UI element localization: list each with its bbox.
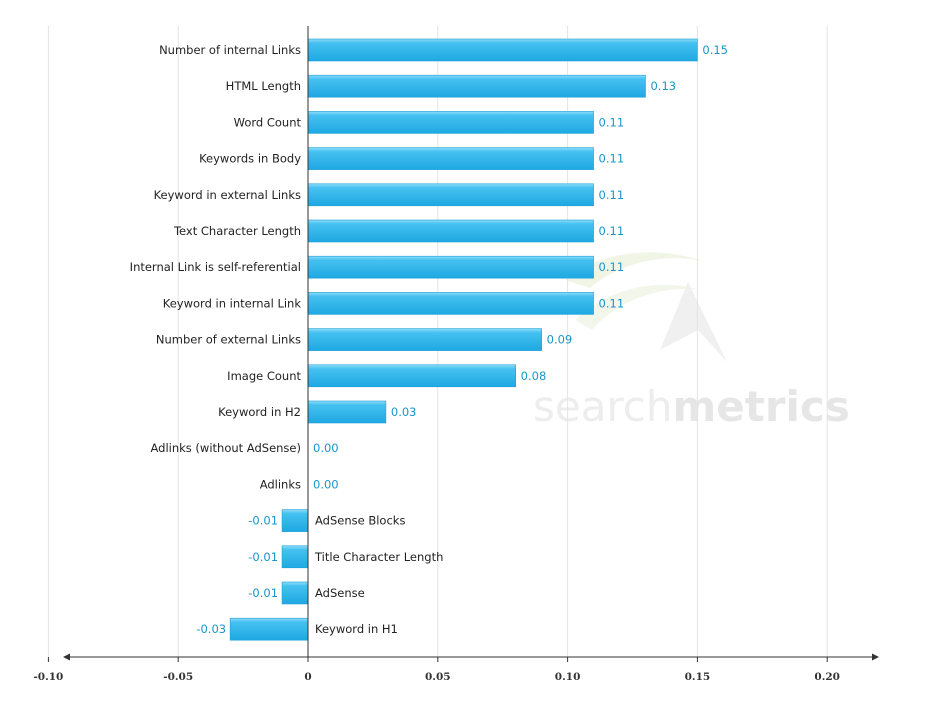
x-tick-label: 0 xyxy=(304,671,311,683)
x-axis-right-arrow-icon xyxy=(872,653,879,661)
bar xyxy=(281,509,309,532)
category-label: Keyword in external Links xyxy=(154,188,301,202)
bar xyxy=(307,74,646,98)
category-label: Keyword in H2 xyxy=(218,405,301,419)
x-tick-label: 0.05 xyxy=(425,671,451,683)
bar xyxy=(307,183,594,207)
category-label: AdSense Blocks xyxy=(315,514,405,528)
category-label: Keyword in H1 xyxy=(315,622,398,636)
searchmetrics-watermark: searchmetrics xyxy=(533,252,850,431)
bars xyxy=(229,38,698,641)
bar xyxy=(229,617,309,641)
value-label: 0.11 xyxy=(599,115,625,129)
bar-labels: Number of internal Links 0.15 HTML Length 0… xyxy=(130,43,728,636)
x-tick-label: -0.10 xyxy=(33,671,63,683)
bar xyxy=(307,255,594,279)
bar xyxy=(307,219,594,243)
category-label: AdSense xyxy=(315,586,365,600)
value-label: 0.09 xyxy=(547,333,573,347)
x-axis-ticks: -0.15-0.10-0.0500.050.100.150.200.250.30… xyxy=(33,657,840,683)
category-label: Title Character Length xyxy=(314,550,443,564)
value-label: -0.01 xyxy=(248,586,278,600)
bar xyxy=(307,111,594,134)
x-tick-label: 0.10 xyxy=(555,671,581,683)
category-label: Keywords in Body xyxy=(199,152,301,166)
category-label: Adlinks (without AdSense) xyxy=(150,441,301,455)
bar xyxy=(307,292,594,315)
value-label: 0.11 xyxy=(599,296,625,310)
value-label: 0.11 xyxy=(599,152,625,166)
bar xyxy=(307,147,594,170)
bar xyxy=(307,364,516,388)
value-label: 0.00 xyxy=(313,477,339,491)
value-label: 0.13 xyxy=(650,79,676,93)
category-label: Text Character Length xyxy=(173,224,301,238)
category-label: Number of external Links xyxy=(156,333,301,347)
value-label: 0.11 xyxy=(599,260,625,274)
value-label: 0.11 xyxy=(599,224,625,238)
category-label: HTML Length xyxy=(226,79,301,93)
value-label: -0.01 xyxy=(248,514,278,528)
x-axis-left-arrow-icon xyxy=(63,653,70,661)
category-label: Adlinks xyxy=(260,477,301,491)
x-tick-label: -0.05 xyxy=(163,671,193,683)
category-label: Number of internal Links xyxy=(159,43,301,57)
category-label: Keyword in internal Link xyxy=(163,296,302,310)
bar xyxy=(307,38,698,62)
value-label: 0.15 xyxy=(702,43,728,57)
value-label: 0.03 xyxy=(391,405,417,419)
bar xyxy=(281,581,309,605)
value-label: -0.03 xyxy=(196,622,226,636)
value-label: 0.11 xyxy=(599,188,625,202)
category-label: Internal Link is self-referential xyxy=(130,260,301,274)
value-label: -0.01 xyxy=(248,550,278,564)
bar xyxy=(307,400,387,424)
value-label: 0.08 xyxy=(521,369,547,383)
bar xyxy=(307,328,542,351)
category-label: Word Count xyxy=(234,115,302,129)
watermark-text: searchmetrics xyxy=(533,382,850,431)
x-tick-label: 0.15 xyxy=(685,671,711,683)
value-label: 0.00 xyxy=(313,441,339,455)
x-tick-label: 0.20 xyxy=(814,671,840,683)
bar xyxy=(281,545,309,569)
category-label: Image Count xyxy=(227,369,301,383)
swoosh-arrow-icon xyxy=(565,252,727,362)
